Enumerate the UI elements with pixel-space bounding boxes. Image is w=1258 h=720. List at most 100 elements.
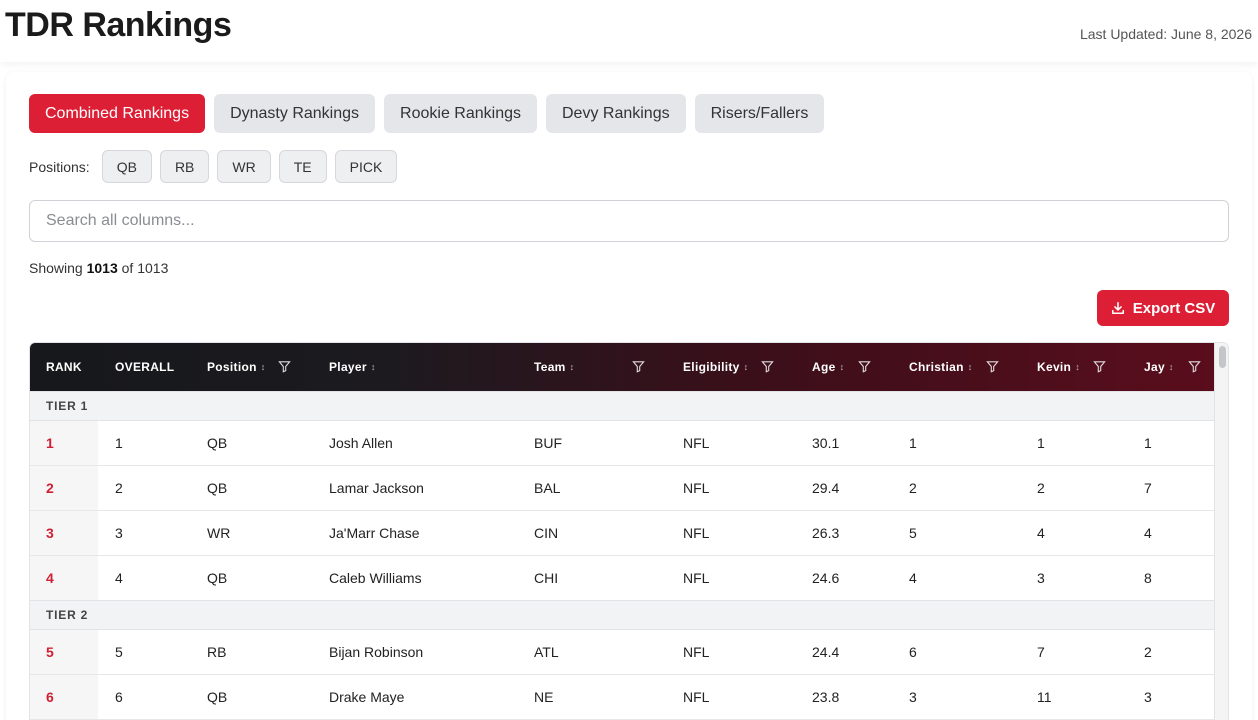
tab-risers-fallers[interactable]: Risers/Fallers [694, 94, 825, 133]
christian-filter-icon[interactable] [986, 360, 999, 373]
table-row[interactable]: 2 2 QB Lamar Jackson BAL NFL 29.4 2 2 7 [30, 466, 1214, 511]
position-qb-button[interactable]: QB [101, 150, 152, 183]
overall-cell: 3 [115, 525, 123, 541]
team-filter-icon[interactable] [632, 360, 645, 373]
column-header-rank[interactable]: RANK [46, 360, 82, 374]
table-header: RANK OVERALL Position ↕ Player ↕ Team ↕ Eli… [30, 343, 1214, 391]
jay-cell: 3 [1144, 689, 1152, 705]
team-cell: CHI [534, 570, 559, 586]
overall-cell: 4 [115, 570, 123, 586]
column-header-age[interactable]: Age ↕ [812, 360, 845, 374]
sort-icon: ↕ [1168, 362, 1174, 372]
position-pick-button[interactable]: PICK [334, 150, 398, 183]
player-cell: Caleb Williams [329, 570, 422, 586]
age-cell: 24.6 [812, 570, 840, 586]
sort-icon: ↕ [1075, 362, 1080, 372]
rank-cell-bg [30, 511, 98, 555]
player-cell: Josh Allen [329, 435, 393, 451]
position-cell: WR [207, 525, 231, 541]
column-header-team[interactable]: Team ↕ [534, 360, 575, 374]
eligibility-cell: NFL [683, 525, 710, 541]
rank-cell: 5 [46, 644, 54, 660]
column-header-christian[interactable]: Christian ↕ [909, 360, 973, 374]
column-header-position[interactable]: Position ↕ [207, 360, 266, 374]
position-filter-icon[interactable] [278, 360, 291, 373]
tier-row: TIER 1 [30, 391, 1214, 421]
table-row[interactable]: 3 3 WR Ja'Marr Chase CIN NFL 26.3 5 4 4 [30, 511, 1214, 556]
search-input[interactable] [29, 200, 1229, 242]
rank-cell-bg [30, 630, 98, 674]
kevin-cell: 1 [1037, 435, 1045, 451]
position-cell: QB [207, 435, 228, 451]
sort-icon: ↕ [839, 362, 845, 372]
position-te-button[interactable]: TE [278, 150, 327, 183]
eligibility-filter-icon[interactable] [761, 360, 774, 373]
sort-icon: ↕ [743, 362, 749, 372]
table-row[interactable]: 5 5 RB Bijan Robinson ATL NFL 24.4 6 7 2 [30, 630, 1214, 675]
team-cell: ATL [534, 644, 559, 660]
team-cell: BUF [534, 435, 562, 451]
export-csv-button[interactable]: Export CSV [1097, 290, 1229, 326]
eligibility-cell: NFL [683, 435, 710, 451]
rank-cell-bg [30, 556, 98, 600]
position-cell: QB [207, 480, 228, 496]
table-row[interactable]: 6 6 QB Drake Maye NE NFL 23.8 3 11 3 [30, 675, 1214, 720]
christian-cell: 3 [909, 689, 917, 705]
jay-cell: 7 [1144, 480, 1152, 496]
last-updated-text: Last Updated: June 8, 2026 [1079, 26, 1252, 42]
overall-cell: 2 [115, 480, 123, 496]
jay-filter-icon[interactable] [1188, 360, 1201, 373]
age-filter-icon[interactable] [858, 360, 871, 373]
player-cell: Drake Maye [329, 689, 405, 705]
tab-combined-rankings[interactable]: Combined Rankings [29, 94, 206, 133]
kevin-filter-icon[interactable] [1093, 360, 1106, 373]
eligibility-cell: NFL [683, 644, 710, 660]
export-csv-label: Export CSV [1132, 299, 1216, 317]
column-header-overall[interactable]: OVERALL [115, 360, 175, 374]
position-cell: QB [207, 689, 228, 705]
column-header-kevin[interactable]: Kevin ↕ [1037, 360, 1080, 374]
age-cell: 29.4 [812, 480, 840, 496]
overall-cell: 5 [115, 644, 123, 660]
jay-cell: 8 [1144, 570, 1152, 586]
rankings-table: RANK OVERALL Position ↕ Player ↕ Team ↕ Eli… [29, 342, 1229, 720]
age-cell: 26.3 [812, 525, 840, 541]
rank-cell: 2 [46, 480, 54, 496]
overall-cell: 1 [115, 435, 123, 451]
table-row[interactable]: 1 1 QB Josh Allen BUF NFL 30.1 1 1 1 [30, 421, 1214, 466]
column-header-eligibility[interactable]: Eligibility ↕ [683, 360, 749, 374]
team-cell: BAL [534, 480, 561, 496]
rank-cell: 3 [46, 525, 54, 541]
download-icon [1111, 301, 1124, 315]
column-header-jay[interactable]: Jay ↕ [1144, 360, 1174, 374]
jay-cell: 1 [1144, 435, 1152, 451]
christian-cell: 1 [909, 435, 917, 451]
position-rb-button[interactable]: RB [159, 150, 210, 183]
table-scrollbar[interactable] [1214, 343, 1228, 720]
eligibility-cell: NFL [683, 480, 710, 496]
tab-rookie-rankings[interactable]: Rookie Rankings [384, 94, 537, 133]
showing-total-count: 1013 [137, 260, 169, 276]
rank-cell-bg [30, 466, 98, 510]
sort-icon: ↕ [569, 362, 575, 372]
age-cell: 30.1 [812, 435, 840, 451]
tab-devy-rankings[interactable]: Devy Rankings [545, 94, 686, 133]
team-cell: CIN [534, 525, 559, 541]
eligibility-cell: NFL [683, 570, 710, 586]
scrollbar-thumb[interactable] [1219, 346, 1226, 368]
rank-cell: 6 [46, 689, 54, 705]
position-wr-button[interactable]: WR [217, 150, 271, 183]
sort-icon: ↕ [260, 362, 266, 372]
player-cell: Bijan Robinson [329, 644, 424, 660]
position-cell: RB [207, 644, 227, 660]
overall-cell: 6 [115, 689, 123, 705]
jay-cell: 4 [1144, 525, 1152, 541]
showing-middle: of [121, 260, 134, 276]
column-header-player[interactable]: Player ↕ [329, 360, 376, 374]
kevin-cell: 3 [1037, 570, 1045, 586]
team-cell: NE [534, 689, 554, 705]
positions-label: Positions: [29, 158, 90, 175]
table-row[interactable]: 4 4 QB Caleb Williams CHI NFL 24.6 4 3 8 [30, 556, 1214, 601]
age-cell: 23.8 [812, 689, 840, 705]
tab-dynasty-rankings[interactable]: Dynasty Rankings [214, 94, 376, 133]
